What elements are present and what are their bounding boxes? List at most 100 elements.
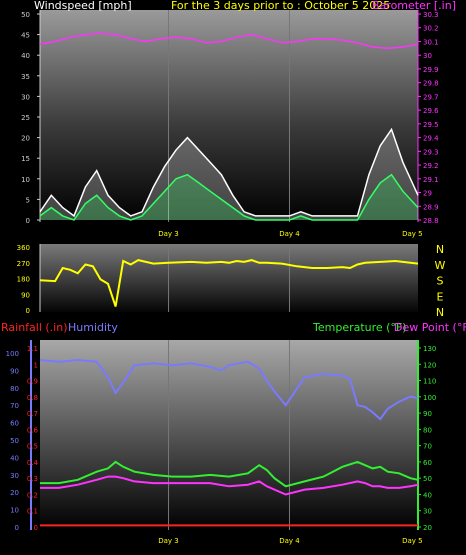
temperature-tick-label: 90 bbox=[423, 410, 432, 418]
direction-compass-label: E bbox=[437, 290, 444, 303]
wind-tick-label: 45 bbox=[21, 32, 30, 40]
barometer-tick-label: 30.3 bbox=[423, 11, 439, 19]
chart-title: For the 3 days prior to : October 5 2025 bbox=[171, 0, 390, 12]
wind-axis-label: Windspeed [mph] bbox=[34, 0, 132, 12]
wind-series-area bbox=[40, 129, 418, 220]
direction-compass-label: W bbox=[435, 259, 446, 272]
rain-tick-label: 0.5 bbox=[27, 443, 38, 451]
temperature-tick-label: 120 bbox=[423, 361, 436, 369]
barometer-tick-label: 29.2 bbox=[423, 162, 439, 170]
rain-tick-label: 0.2 bbox=[27, 491, 38, 499]
barometer-tick-label: 29.9 bbox=[423, 66, 439, 74]
temperature-axis-label: Temperature (°F) bbox=[312, 321, 407, 334]
barometer-tick-label: 30 bbox=[423, 52, 432, 60]
rain-tick-label: 0.6 bbox=[27, 426, 39, 434]
barometer-tick-label: 29.7 bbox=[423, 93, 439, 101]
humidity-line bbox=[39, 358, 419, 421]
temperature-tick-label: 60 bbox=[423, 459, 432, 467]
barometer-tick-label: 29.1 bbox=[423, 176, 439, 184]
rain-tick-label: 0 bbox=[34, 524, 38, 532]
barometer-axis-label: Barometer [.in] bbox=[372, 0, 456, 12]
direction-left-ticks: 0 90 180 270 360 bbox=[17, 244, 30, 315]
climate-series bbox=[39, 358, 419, 527]
barometer-tick-label: 29.6 bbox=[423, 107, 439, 115]
temperature-tick-label: 110 bbox=[423, 378, 436, 386]
barometer-tick-label: 29 bbox=[423, 190, 432, 198]
temperature-tick-label: 50 bbox=[423, 475, 432, 483]
barometer-tick-label: 30.1 bbox=[423, 38, 439, 46]
barometer-tick-label: 29.8 bbox=[423, 80, 439, 88]
wind-tick-label: 30 bbox=[21, 93, 30, 101]
wind-tick-label: 15 bbox=[21, 155, 30, 163]
rain-tick-label: 0.4 bbox=[27, 459, 39, 467]
wind-tick-label: 50 bbox=[21, 11, 30, 19]
wind-tick-label: 40 bbox=[21, 52, 30, 60]
humidity-tick-label: 100 bbox=[6, 350, 19, 358]
barometer-tick-label: 29.3 bbox=[423, 148, 439, 156]
dewpoint-line bbox=[40, 475, 419, 496]
direction-panel-background bbox=[40, 244, 418, 312]
temperature-ticks: 20 30 40 50 60 70 80 90 100 110 120 130 bbox=[418, 345, 436, 532]
humidity-tick-label: 90 bbox=[10, 367, 19, 375]
temperature-tick-label: 130 bbox=[423, 345, 436, 353]
climate-day-labels: Day 3 Day 4 Day 5 bbox=[158, 537, 422, 545]
direction-compass-label: N bbox=[436, 306, 444, 319]
direction-tick-label: 270 bbox=[17, 260, 30, 268]
humidity-tick-label: 50 bbox=[10, 437, 19, 445]
wind-series bbox=[39, 32, 419, 221]
humidity-tick-label: 70 bbox=[10, 402, 19, 410]
wind-day-labels: Day 3 Day 4 Day 5 bbox=[158, 230, 422, 238]
barometer-tick-label: 29.4 bbox=[423, 135, 439, 143]
wind-day-label: Day 3 bbox=[158, 230, 179, 238]
rain-tick-label: 0.9 bbox=[27, 378, 38, 386]
direction-tick-label: 180 bbox=[17, 276, 30, 284]
rain-tick-label: 0.8 bbox=[27, 394, 38, 402]
temperature-tick-label: 80 bbox=[423, 426, 432, 434]
wind-line bbox=[39, 173, 419, 221]
wind-tick-label: 20 bbox=[21, 135, 30, 143]
rain-tick-label: 0.3 bbox=[27, 475, 38, 483]
humidity-axis-label: Humidity bbox=[68, 321, 118, 334]
barometer-right-ticks: 28.8 28.9 29 29.1 29.2 29.3 29.4 29.5 29.6 29.7 29… bbox=[418, 11, 439, 225]
wind-panel-background bbox=[40, 10, 418, 222]
barometer-tick-label: 29.5 bbox=[423, 121, 439, 129]
humidity-tick-label: 0 bbox=[15, 524, 19, 532]
wind-line bbox=[39, 127, 419, 218]
climate-panel-grid bbox=[30, 340, 419, 530]
direction-series bbox=[39, 259, 419, 307]
rain-tick-label: 0.1 bbox=[27, 508, 38, 516]
rain-tick-label: 0.7 bbox=[27, 410, 38, 418]
humidity-tick-label: 40 bbox=[10, 454, 19, 462]
direction-tick-label: 0 bbox=[26, 307, 30, 315]
wind-tick-label: 10 bbox=[21, 176, 30, 184]
humidity-ticks: 0 10 20 30 40 50 60 70 80 90 100 bbox=[6, 350, 19, 532]
rain-tick-label: 1.1 bbox=[27, 345, 38, 353]
direction-panel-grid bbox=[39, 244, 290, 312]
climate-panel-background bbox=[40, 340, 418, 530]
climate-day-label: Day 5 bbox=[402, 537, 423, 545]
humidity-tick-label: 20 bbox=[10, 489, 19, 497]
rainfall-axis-label: Rainfall (.in) bbox=[1, 321, 68, 334]
barometer-tick-label: 28.8 bbox=[423, 217, 439, 225]
wind-day-label: Day 5 bbox=[402, 230, 423, 238]
temperature-tick-label: 30 bbox=[423, 508, 432, 516]
rain-ticks: 0 0.1 0.2 0.3 0.4 0.5 0.6 0.7 0.8 0.9 1 1.1 bbox=[27, 345, 39, 532]
wind-tick-label: 35 bbox=[21, 73, 30, 81]
wind-tick-label: 25 bbox=[21, 114, 30, 122]
dewpoint-axis-label: Dew Point (°F) bbox=[394, 321, 466, 334]
rain-tick-label: 1 bbox=[34, 361, 38, 369]
barometer-tick-label: 30.2 bbox=[423, 25, 439, 33]
wind-day-label: Day 4 bbox=[279, 230, 300, 238]
temperature-line bbox=[40, 460, 419, 488]
climate-day-label: Day 4 bbox=[279, 537, 300, 545]
barometer-line bbox=[39, 32, 419, 50]
direction-tick-label: 90 bbox=[21, 291, 30, 299]
temperature-tick-label: 70 bbox=[423, 443, 432, 451]
direction-tick-label: 360 bbox=[17, 244, 30, 252]
climate-day-label: Day 3 bbox=[158, 537, 179, 545]
humidity-tick-label: 10 bbox=[10, 507, 19, 515]
direction-compass-label: N bbox=[436, 243, 444, 256]
wind-tick-label: 5 bbox=[26, 196, 30, 204]
